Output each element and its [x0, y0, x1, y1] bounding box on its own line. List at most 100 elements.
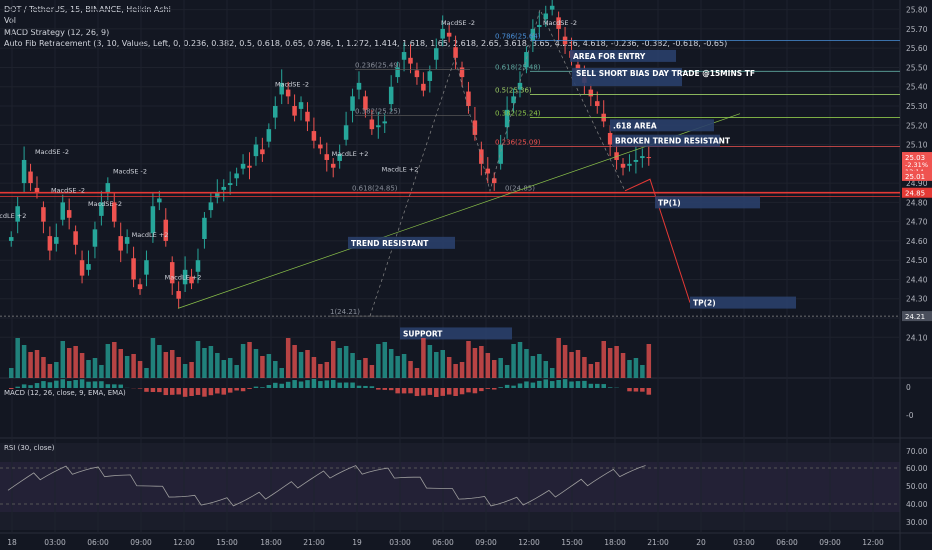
fib-level-label: 0.786(25.64): [495, 32, 541, 40]
macd-bar: [498, 387, 503, 388]
candle-body: [279, 82, 284, 95]
candle-body: [466, 91, 471, 107]
candle-body: [86, 264, 91, 270]
price-tick-label: 24.80: [906, 198, 928, 207]
volume-bar: [163, 352, 169, 378]
macd-strategy-label: MACD Strategy (12, 26, 9): [4, 28, 110, 37]
annotation-box: [570, 49, 676, 62]
macd-bar: [549, 381, 555, 388]
volume-bar: [498, 358, 503, 378]
time-tick-label: 15:00: [561, 538, 583, 547]
macd-bar: [298, 381, 304, 388]
macd-bar: [504, 384, 510, 388]
fib-level-label: 0.382(25.24): [495, 110, 541, 118]
macd-bar: [472, 388, 478, 394]
candle-body: [427, 71, 433, 81]
fib-level-label: 0.236(25.09): [495, 138, 541, 146]
volume-bar: [440, 350, 445, 378]
volume-bar: [292, 345, 297, 378]
time-tick-label: 20: [696, 538, 706, 547]
candle-body: [221, 186, 226, 190]
macd-bar: [466, 388, 471, 393]
candle-body: [28, 171, 33, 184]
candle-body: [311, 131, 317, 141]
candle-body: [401, 52, 407, 60]
vol-label: Vol: [4, 16, 16, 25]
volume-bar: [144, 368, 149, 378]
annotation-label: AREA FOR ENTRY: [573, 52, 646, 61]
annotation-box: [690, 296, 796, 309]
time-tick-label: 09:00: [130, 538, 152, 547]
candle-body: [273, 106, 278, 118]
price-tick-label: 24.30: [906, 295, 928, 304]
candle-body: [376, 125, 381, 128]
macd-bar: [434, 388, 439, 397]
fib-level-label: 1(24.21): [330, 308, 360, 316]
macd-bar: [524, 381, 529, 388]
macd-bar: [453, 388, 458, 397]
candle-body: [124, 237, 130, 244]
volume-bar: [253, 349, 259, 378]
time-tick-label: 12:00: [862, 538, 884, 547]
volume-bar: [595, 362, 600, 378]
volume-bar: [41, 357, 46, 378]
candle-body: [305, 111, 310, 122]
price-tick-label: 25.30: [906, 102, 928, 111]
volume-bar: [15, 338, 20, 378]
macd-bar: [227, 388, 233, 393]
macd-bar: [588, 383, 594, 388]
macd-bar: [79, 379, 85, 388]
volume-bar: [66, 348, 72, 378]
macd-bar: [343, 382, 349, 388]
volume-bar: [273, 361, 278, 378]
volume-bar: [73, 346, 78, 378]
candle-body: [163, 219, 169, 241]
macd-bar: [54, 380, 59, 388]
rsi-axis-label: 50.00: [906, 482, 928, 491]
macd-bar: [195, 388, 201, 395]
macd-bar: [556, 380, 561, 388]
candle-body: [215, 192, 220, 198]
macd-bar: [41, 381, 46, 388]
candle-body: [47, 236, 53, 251]
signal-label: MacdSE -2: [51, 187, 85, 195]
macd-bar: [401, 388, 407, 394]
macd-bar: [73, 380, 78, 388]
volume-bar: [318, 364, 323, 378]
annotation-box: [612, 134, 720, 147]
time-tick-label: 18:00: [260, 538, 282, 547]
time-tick-label: 21:00: [647, 538, 669, 547]
macd-bar: [582, 380, 587, 388]
candle-body: [524, 52, 529, 68]
macd-bar: [202, 388, 207, 397]
candle-body: [118, 236, 123, 251]
candle-body: [202, 217, 207, 239]
annotation-label: SELL SHORT BIAS DAY TRADE @15MINS TF: [576, 69, 755, 78]
price-label: 25.03: [905, 154, 925, 162]
macd-bar: [337, 382, 342, 388]
macd-bar: [511, 385, 516, 388]
volume-bar: [215, 353, 220, 378]
annotation-box: [348, 236, 455, 249]
macd-bar: [446, 388, 452, 395]
volume-bar: [176, 357, 181, 378]
candle-body: [260, 149, 265, 155]
volume-bar: [556, 338, 561, 378]
volume-bar: [234, 365, 239, 378]
macd-bar: [356, 385, 362, 388]
volume-bar: [137, 361, 143, 378]
volume-bar: [266, 354, 272, 378]
volume-bar: [208, 346, 214, 378]
time-tick-label: 09:00: [819, 538, 841, 547]
candle-body: [575, 64, 581, 72]
signal-label: MacdLE +2: [132, 231, 169, 239]
volume-bar: [131, 354, 136, 378]
macd-bar: [388, 388, 394, 391]
macd-bar: [118, 384, 123, 388]
volume-bar: [9, 368, 14, 378]
candle-body: [363, 96, 368, 110]
volume-bar: [376, 344, 381, 378]
macd-bar: [157, 388, 162, 393]
macd-bar: [607, 387, 613, 388]
